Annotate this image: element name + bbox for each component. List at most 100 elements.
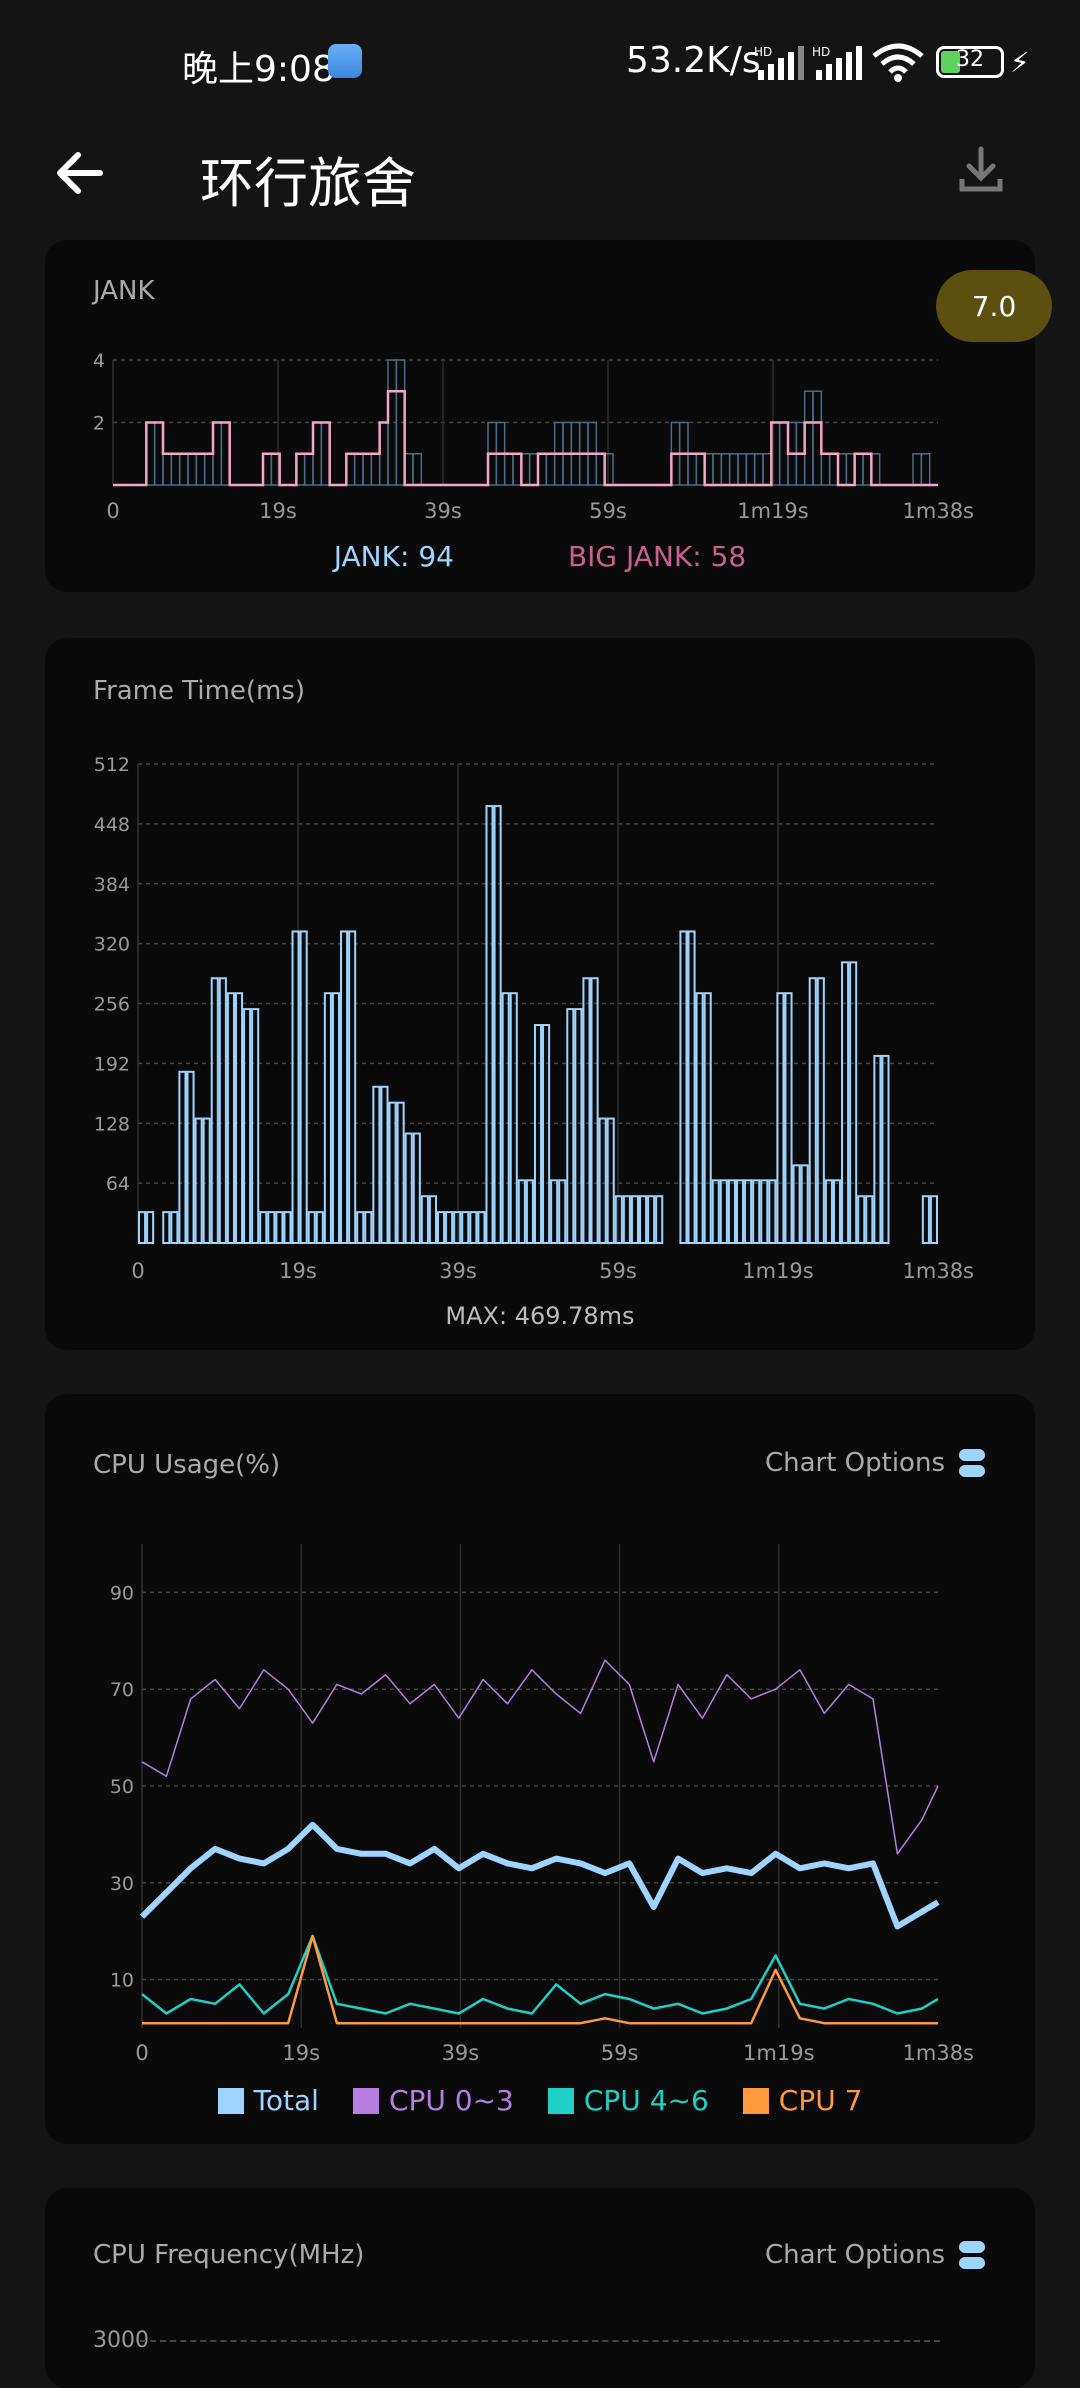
frame-time-bar [202,1117,211,1244]
x-tick-label: 59s [601,2041,639,2065]
legend-label: CPU 7 [778,2084,863,2117]
frame-time-bar [816,977,825,1244]
frame-time-bar [138,1211,147,1244]
frame-time-bar [372,1085,381,1244]
frame-time-bar [194,1117,203,1244]
frame-time-bar [445,1211,454,1244]
frame-time-bar [509,992,518,1244]
y-tick-label: 10 [110,1970,134,1992]
cpu-chart-options-button[interactable]: Chart Options [765,1448,985,1478]
jank-bar [920,453,931,486]
legend-item[interactable]: CPU 0~3 [352,2084,514,2117]
x-tick-label: 39s [439,1259,477,1283]
frame-time-bar [162,1211,171,1244]
x-tick-label: 19s [282,2041,320,2065]
frame-time-bar [679,930,688,1244]
legend-item[interactable]: CPU 7 [742,2084,863,2117]
jank-bar [220,421,231,486]
cpu-usage-title: CPU Usage(%) [93,1450,281,1480]
frame-time-bar [865,1195,874,1244]
frame-time-bar [849,961,858,1244]
signal-icon: HD [754,45,804,80]
jank-bar [370,453,381,486]
frame-max-label: MAX: 469.78ms [445,1302,635,1330]
jank-bar [203,453,214,486]
frame-time-bar [380,1085,389,1244]
frame-time-bar [703,992,712,1244]
legend-big-jank: BIG JANK: 58 [567,540,747,573]
frame-time-bar [873,1054,882,1244]
frame-time-bar [356,1211,365,1244]
frame-time-bar [178,1070,187,1244]
legend-swatch [352,2087,379,2114]
frame-time-bar [251,1008,260,1244]
stack-icon-2 [959,2241,985,2269]
frame-time-bar [323,992,332,1244]
frame-time-bar [170,1211,179,1244]
signal-hd-label: HD [754,45,772,59]
frame-time-bar [647,1195,656,1244]
frame-time-bar [388,1101,397,1244]
y-tick-label: 70 [110,1679,134,1701]
frame-time-bar [808,977,817,1244]
frame-time-bar [711,1179,720,1244]
frame-time-chart: 512 448 384 320 256 192 128 64 0 19s 39s 59s 1m19s 1m… [94,754,974,1283]
jank-bar [353,453,364,486]
frame-time-bar [695,992,704,1244]
frame-time-bar [364,1211,373,1244]
frame-time-bar [525,1179,534,1244]
frame-time-bar [404,1132,413,1244]
frame-time-bar [727,1179,736,1244]
status-time: 晚上9:08 [182,49,335,90]
x-tick-label: 1m19s [743,2041,814,2065]
signal-icon-2: HD [812,45,862,80]
legend-label: CPU 0~3 [388,2084,514,2117]
legend-label: Total [253,2084,319,2117]
y-tick-label: 2 [93,413,105,435]
freq-chart-options-button[interactable]: Chart Options [765,2240,985,2270]
x-tick-label: 1m19s [737,499,808,523]
frame-time-bar [542,1024,551,1244]
jank-bar [362,453,373,486]
download-icon[interactable] [954,143,1008,197]
jank-bar [695,453,706,486]
frame-time-bar [598,1117,607,1244]
jank-chart: 4 2 0 19s 39s 59s 1m19s 1m38s [93,350,974,523]
x-tick-label: 19s [279,1259,317,1283]
cpu-line [139,1821,940,1930]
charging-icon: ⚡ [1010,46,1030,79]
frame-time-bar [752,1179,761,1244]
frame-time-bar [275,1211,284,1244]
freq-grid-line [140,2340,940,2342]
frame-time-bar [234,992,244,1244]
jank-bar [303,453,314,486]
fps-badge[interactable]: 7.0 [936,270,1052,342]
y-tick-label: 320 [94,934,130,956]
legend-item[interactable]: Total [217,2084,319,2117]
y-tick-label: 90 [110,1582,134,1604]
battery-level: 32 [956,47,984,72]
battery-icon: 32 [936,46,1004,78]
arrow-left-icon[interactable] [50,143,110,203]
frame-time-bar [210,977,219,1244]
jank-legend: JANK: 94 BIG JANK: 58 [45,540,1035,573]
frame-time-bar [420,1195,429,1244]
frame-time-bar [315,1211,324,1244]
jank-bar [503,453,514,486]
frame-time-bar [299,930,308,1244]
y-tick-label: 64 [106,1173,130,1195]
x-tick-label: 1m38s [903,499,974,523]
frame-time-bar [800,1164,809,1244]
frame-time-bar [558,1179,567,1244]
frame-time-bar [501,992,510,1244]
frame-time-bar [485,805,494,1244]
legend-swatch [217,2087,244,2114]
frame-time-bar [639,1195,648,1244]
frame-time-bar [614,1195,623,1244]
frame-time-bar [744,1179,753,1244]
frame-time-bar [921,1195,930,1244]
frame-time-bar [283,1211,292,1244]
legend-item[interactable]: CPU 4~6 [547,2084,709,2117]
frame-time-bar [768,1179,777,1244]
y-tick-label: 384 [94,874,130,896]
